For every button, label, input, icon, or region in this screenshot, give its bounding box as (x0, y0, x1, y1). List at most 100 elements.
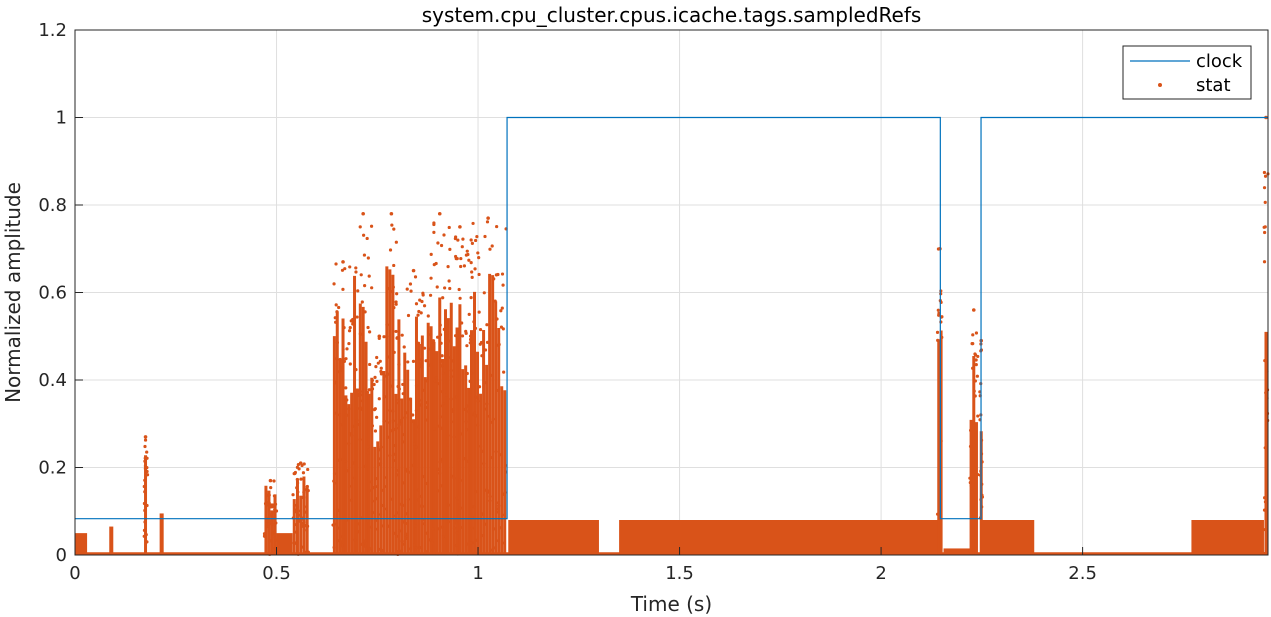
stat-point (393, 452, 397, 456)
stat-point (494, 273, 499, 277)
stat-point (974, 362, 978, 367)
stat-point (295, 522, 299, 527)
stat-cluster (508, 520, 599, 555)
stat-point (457, 515, 461, 519)
stat-point (430, 541, 434, 545)
stat-point (503, 470, 508, 474)
stat-point (145, 450, 149, 454)
stat-point (391, 419, 395, 423)
stat-point (496, 510, 500, 514)
stat-point (390, 289, 394, 294)
stat-point (334, 303, 338, 307)
stat-point (406, 497, 410, 501)
stat-point (339, 423, 343, 427)
stat-point (483, 234, 487, 239)
stat-cluster (428, 211, 452, 555)
stat-cluster (351, 211, 375, 555)
stat-point (426, 400, 430, 405)
stat-point (503, 463, 507, 468)
stat-point (492, 527, 496, 531)
stat-point (434, 261, 438, 266)
stat-point (341, 260, 345, 264)
legend-stat-label: stat (1196, 75, 1231, 96)
stat-point (474, 238, 478, 243)
stat-point (335, 357, 339, 361)
stat-point (450, 474, 454, 478)
stat-point (357, 530, 361, 534)
stat-point (441, 296, 445, 300)
stat-point (332, 479, 336, 483)
stat-point (333, 316, 337, 320)
stat-point (393, 443, 397, 448)
stat-point (458, 296, 462, 300)
stat-point (303, 550, 307, 554)
stat-point (440, 525, 444, 529)
stat-point (465, 542, 469, 546)
stat-point (389, 429, 393, 433)
stat-point (355, 418, 359, 423)
stat-point (469, 238, 473, 242)
stat-point (468, 334, 473, 338)
stat-point (298, 461, 303, 465)
stat-point (1263, 174, 1268, 178)
stat-point (267, 493, 271, 497)
stat-point (361, 332, 365, 336)
stat-point (437, 211, 442, 216)
stat-point (266, 500, 270, 504)
stat-point (305, 528, 309, 532)
stat-point (408, 282, 413, 286)
stat-point (354, 266, 358, 270)
stat-point (375, 527, 379, 531)
stat-point (436, 467, 440, 471)
stat-point (402, 432, 406, 437)
stat-point (335, 522, 339, 526)
stat-cluster (968, 308, 980, 555)
stat-point (142, 501, 147, 506)
stat-point (456, 458, 461, 462)
stat-cluster (384, 211, 399, 555)
stat-point (362, 253, 367, 257)
stat-point (414, 524, 418, 528)
stat-point (388, 454, 392, 458)
stat-point (394, 329, 398, 334)
stat-point (1263, 500, 1268, 504)
stat-point (363, 310, 367, 314)
stat-point (412, 543, 416, 547)
stat-point (971, 536, 976, 540)
stat-point (379, 372, 384, 376)
stat-point (452, 476, 456, 480)
stat-point (401, 481, 405, 485)
stat-point (419, 403, 423, 407)
stat-point (439, 484, 443, 488)
stat-point (359, 406, 363, 410)
stat-point (402, 345, 406, 349)
stat-point (336, 539, 340, 543)
stat-point (381, 524, 385, 528)
stat-point (447, 279, 451, 283)
stat-markers (276, 533, 293, 555)
stat-point (439, 457, 443, 462)
stat-point (424, 405, 428, 410)
stat-point (443, 286, 447, 290)
stat-point (405, 287, 409, 291)
stat-point (357, 522, 361, 526)
stat-point (466, 252, 470, 257)
stat-point (338, 357, 342, 362)
stat-point (340, 365, 344, 370)
stat-point (297, 518, 301, 522)
stat-point (429, 333, 433, 337)
stat-point (423, 522, 427, 526)
stat-point (336, 526, 340, 530)
stat-point (385, 323, 389, 327)
stat-point (417, 398, 422, 402)
stat-markers (619, 520, 938, 555)
stat-point (143, 459, 147, 463)
stat-point (143, 435, 148, 439)
stat-point (489, 373, 493, 377)
stat-point (145, 456, 149, 460)
stat-point (384, 507, 388, 511)
stat-point (486, 216, 490, 220)
stat-cluster (981, 520, 1035, 555)
stat-point (439, 243, 444, 248)
stat-point (974, 358, 978, 362)
